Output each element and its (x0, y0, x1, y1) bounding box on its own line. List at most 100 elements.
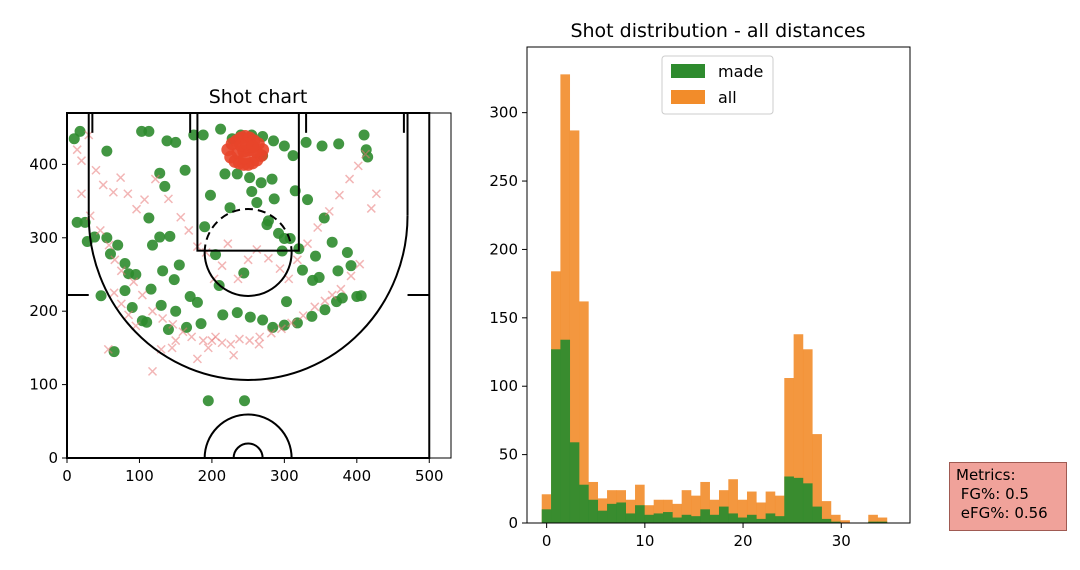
metrics-box: Metrics: FG%: 0.5 eFG%: 0.56 (949, 462, 1067, 531)
all-histogram-bar (746, 491, 757, 523)
made-shot-marker (278, 140, 290, 152)
made-shot-marker (331, 296, 343, 308)
missed-shot-marker (163, 194, 173, 204)
made-shot-marker (296, 264, 308, 276)
made-shot-marker (217, 309, 229, 321)
missed-shot-marker (234, 334, 244, 344)
made-histogram-bar (653, 513, 664, 523)
made-shot-marker (251, 197, 263, 209)
made-shot-marker (202, 395, 214, 407)
missed-shot-marker (226, 339, 236, 349)
shot-chart-axes-frame (66, 112, 452, 459)
made-shot-marker (155, 299, 167, 311)
center-circle-outer (203, 413, 293, 459)
made-histogram-bar (560, 339, 571, 523)
made-shot-marker (119, 257, 131, 269)
hist-x-tick-label: 30 (832, 532, 851, 550)
made-shot-marker (179, 164, 191, 176)
all-histogram-bar (560, 74, 571, 523)
made-histogram-bar (588, 499, 599, 523)
histogram-y-ticks: 0 50 100 150 200 250 300 (489, 104, 527, 532)
made-histogram-bar (774, 516, 785, 523)
made-histogram-bar (756, 518, 766, 523)
made-shot-marker (157, 265, 169, 277)
missed-shot-marker (178, 327, 188, 337)
hist-y-tick-label: 100 (489, 377, 518, 395)
made-histogram-bar (597, 510, 608, 523)
made-shot-marker (358, 129, 370, 141)
made-shot-marker (164, 230, 176, 242)
made-shot-marker (159, 180, 171, 192)
made-shot-marker (267, 135, 279, 147)
all-histogram-bar (597, 498, 608, 523)
made-shot-marker (170, 305, 182, 317)
made-shot-marker (154, 231, 166, 243)
all-histogram-bar (541, 494, 552, 523)
missed-shot-marker (210, 332, 221, 342)
made-shot-marker (199, 221, 211, 233)
made-shot-marker (316, 140, 328, 152)
missed-shot-marker (98, 180, 108, 190)
histogram-axes-frame (526, 46, 911, 524)
made-shot-marker (291, 317, 303, 329)
shot-chart-x-ticks: 0 100 200 300 400 500 (62, 458, 444, 485)
missed-shot-marker (116, 173, 126, 183)
all-histogram-bar (877, 517, 888, 523)
made-histogram-bar (551, 349, 561, 523)
made-shot-marker (244, 172, 256, 184)
made-shot-marker (262, 215, 274, 227)
shot-x-tick-label: 500 (415, 467, 444, 485)
all-histogram-bar (691, 495, 701, 523)
made-shot-marker (268, 193, 280, 205)
all-histogram-bar (653, 499, 664, 523)
made-histogram-bar (765, 513, 776, 523)
missed-shot-marker (263, 253, 273, 263)
made-shot-marker (210, 249, 222, 261)
legend-made-label: made (718, 62, 763, 81)
missed-shot-marker (108, 187, 118, 197)
all-histogram-bar (635, 484, 645, 523)
all-histogram-bar (812, 434, 822, 523)
all-histogram-bar (793, 334, 804, 523)
made-shot-marker (319, 304, 331, 316)
made-shot-marker (239, 395, 251, 407)
missed-shot-marker (116, 266, 126, 276)
missed-shot-marker (266, 328, 276, 338)
made-histogram-bar (644, 514, 654, 523)
rim-shot-marker (245, 140, 259, 154)
missed-shot-marker (91, 165, 101, 175)
made-shot-marker (161, 135, 173, 147)
made-shot-marker (257, 314, 269, 326)
made-histogram-bar (691, 516, 701, 523)
missed-shot-marker (313, 222, 323, 233)
missed-shot-marker (167, 343, 177, 353)
missed-shot-marker (223, 239, 233, 249)
all-histogram-bar (644, 505, 654, 523)
made-shot-marker (112, 239, 124, 251)
made-histogram-bar (746, 514, 757, 523)
all-histogram-bar (681, 490, 692, 523)
free-throw-circle (203, 252, 293, 297)
missed-shot-marker (275, 264, 285, 274)
made-shot-marker (333, 138, 345, 150)
made-shot-marker (246, 186, 258, 198)
made-shot-marker (143, 212, 155, 224)
missed-shot-marker (168, 319, 178, 329)
made-shot-marker (302, 194, 314, 206)
made-shot-marker (168, 274, 180, 286)
missed-shot-marker (129, 277, 139, 287)
made-shot-marker (146, 239, 158, 251)
all-histogram-bar (569, 130, 580, 524)
made-shot-marker (219, 168, 231, 180)
missed-shot-marker (243, 255, 253, 265)
shot-x-tick-label: 400 (342, 467, 371, 485)
missed-shot-marker (303, 239, 313, 249)
missed-shot-marker (137, 290, 147, 300)
made-shot-marker (141, 316, 153, 328)
all-histogram-bar (672, 503, 682, 523)
three-point-arc (87, 215, 409, 381)
made-shot-marker (130, 268, 142, 280)
missed-shot-marker (310, 302, 320, 312)
hist-y-tick-label: 250 (489, 172, 518, 190)
made-histogram-bar (793, 477, 804, 523)
